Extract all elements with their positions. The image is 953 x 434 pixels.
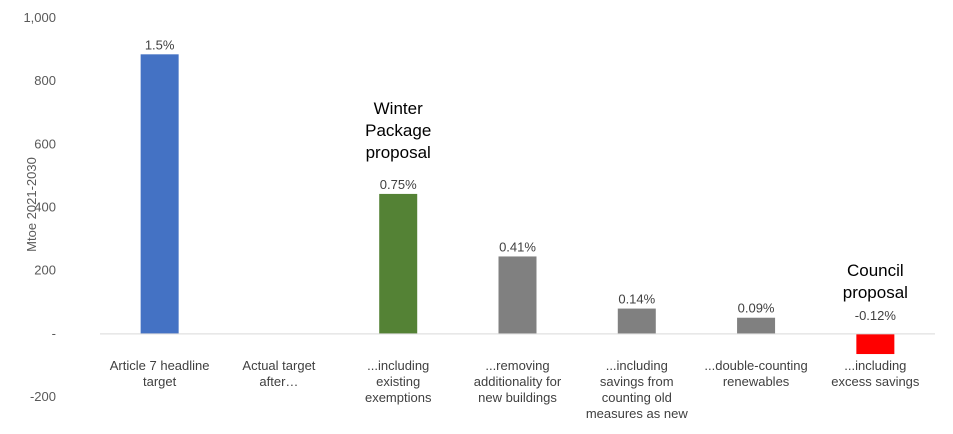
- y-tick-label: 200: [34, 263, 56, 278]
- annotation: Winter Package proposal: [365, 99, 431, 162]
- data-label: 0.41%: [499, 239, 536, 254]
- y-tick-label: -: [52, 326, 56, 341]
- data-label: 0.14%: [618, 292, 655, 307]
- data-label: 0.75%: [380, 177, 417, 192]
- bar: [856, 333, 895, 355]
- bars: [140, 54, 895, 355]
- category-label: Actual target after…: [242, 358, 315, 389]
- annotations: Winter Package proposal Council proposal: [365, 99, 908, 302]
- bar: [140, 54, 179, 334]
- category-label: ...including savings from counting old meas…: [586, 358, 688, 421]
- category-label: ...double-counting renewables: [704, 358, 807, 389]
- category-label: Article 7 headline target: [110, 358, 210, 389]
- bar: [617, 308, 656, 334]
- bar: [498, 256, 537, 334]
- y-tick-label: 800: [34, 73, 56, 88]
- data-labels: 1.5% 0.75% 0.41% 0.14% 0.09% -0.12%: [145, 37, 897, 323]
- category-label: ...including excess savings: [831, 358, 920, 389]
- bar: [737, 317, 776, 334]
- bar: [379, 193, 418, 334]
- y-tick-label: 600: [34, 136, 56, 151]
- category-label: ...removing additionality for new building…: [474, 358, 562, 405]
- y-axis-label: Mtoe 2021-2030: [24, 157, 39, 252]
- annotation: Council proposal: [843, 261, 908, 302]
- y-tick-label: 1,000: [23, 10, 56, 25]
- data-label: 0.09%: [738, 301, 775, 316]
- y-tick-label: -200: [30, 389, 56, 404]
- category-labels: Article 7 headline target Actual target aft…: [110, 358, 920, 421]
- y-axis-ticks: 1,000 800 600 400 200 - -200: [23, 10, 56, 404]
- category-label: ...including existing exemptions: [365, 358, 432, 405]
- y-axis-label-group: Mtoe 2021-2030: [24, 157, 39, 252]
- y-tick-label: 400: [34, 200, 56, 215]
- data-label: -0.12%: [855, 308, 897, 323]
- data-label: 1.5%: [145, 37, 175, 52]
